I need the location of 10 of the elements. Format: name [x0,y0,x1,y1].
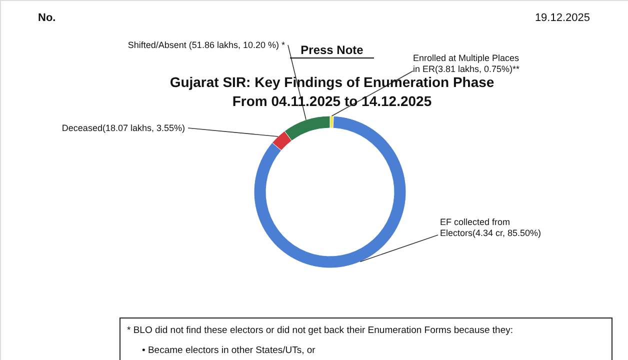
donut-slice [254,116,406,268]
slice-label: Deceased(18.07 lakhs, 3.55%) [62,123,185,133]
text: Press Note [300,43,364,57]
text: 19.12.2025 [534,12,590,24]
text: * BLO did not find these electors or did not get back their Enumeration Forms because they: [127,325,514,336]
text: No. [38,12,56,24]
slice-label: Shifted/Absent (51.86 lakhs, 10.20 %) * [128,40,286,50]
slice-label: Enrolled at Multiple Places in ER(3.81 lakhs, 0.75%)** [413,53,520,74]
slice-label: EF collected from Electors(4.34 cr, 85.50%) [440,217,542,238]
text: • Became electors in other States/UTs, or [142,345,316,356]
